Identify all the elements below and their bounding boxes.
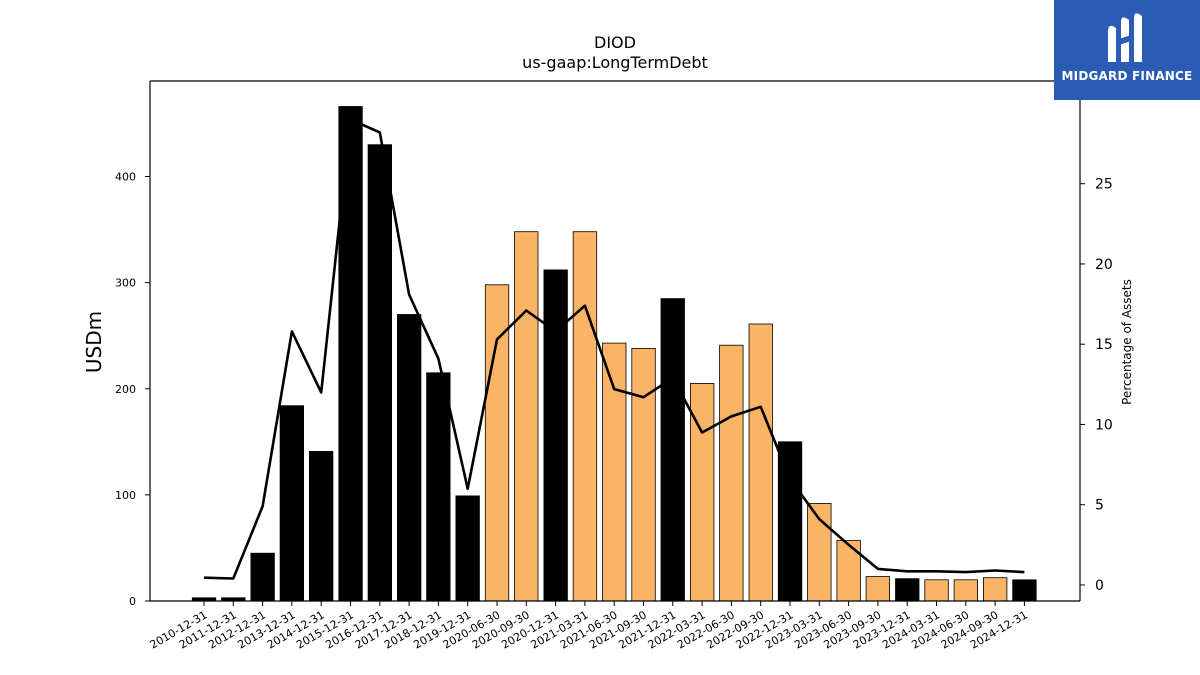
bar-2023-06-30 bbox=[836, 540, 861, 602]
bar-2017-12-31 bbox=[396, 314, 422, 602]
bar-2022-09-30 bbox=[748, 323, 773, 602]
y-right-tick-label: 25 bbox=[1095, 177, 1113, 193]
bar-2023-12-31 bbox=[895, 578, 920, 602]
bar-2012-12-31 bbox=[250, 552, 275, 602]
bar-2024-03-31 bbox=[924, 579, 949, 602]
bar-2022-12-31 bbox=[777, 441, 803, 602]
bar-2021-03-31 bbox=[572, 231, 598, 602]
y-tick-label: 0 bbox=[129, 595, 136, 608]
brand-logo: MIDGARD FINANCE bbox=[1054, 0, 1200, 100]
bar-2024-06-30 bbox=[953, 579, 978, 602]
y-right-tick-group: 0 5 10 15 20 25 bbox=[1080, 177, 1113, 594]
bar-2015-12-31 bbox=[338, 106, 363, 602]
y-right-tick-label: 10 bbox=[1095, 417, 1113, 433]
bar-2018-12-31 bbox=[426, 372, 451, 602]
logo-text: MIDGARD FINANCE bbox=[1061, 69, 1193, 83]
bar-2021-06-30 bbox=[602, 342, 627, 602]
x-tick-group: 2010-12-312011-12-312012-12-312013-12-31… bbox=[148, 601, 1030, 652]
chart-subtitle: us-gaap:LongTermDebt bbox=[522, 53, 708, 72]
axes-group bbox=[149, 80, 1081, 602]
logo-mark-icon bbox=[1108, 13, 1142, 62]
bar-2020-09-30 bbox=[514, 231, 539, 602]
y-right-tick-label: 15 bbox=[1095, 337, 1113, 353]
y-tick-label: 100 bbox=[115, 489, 136, 502]
y-axis-label: USDm bbox=[82, 311, 106, 373]
bar-2019-12-31 bbox=[455, 495, 480, 602]
y-axis-right-label: Percentage of Assets bbox=[1120, 279, 1134, 405]
bar-2021-12-31 bbox=[660, 298, 685, 602]
line-group bbox=[203, 118, 1025, 580]
bar-2014-12-31 bbox=[308, 450, 334, 602]
bar-2013-12-31 bbox=[279, 405, 305, 602]
bar-2022-06-30 bbox=[719, 344, 744, 602]
y-right-tick-label: 5 bbox=[1095, 498, 1104, 514]
bars-group bbox=[191, 106, 1037, 602]
bar-2024-12-31 bbox=[1012, 579, 1037, 602]
y-tick-group: 0 100 200 300 400 bbox=[115, 171, 150, 608]
y-tick-label: 300 bbox=[115, 277, 136, 290]
bar-2016-12-31 bbox=[367, 144, 393, 602]
bar-2020-12-31 bbox=[543, 269, 568, 602]
percentage-line bbox=[203, 118, 1025, 580]
bar-2021-09-30 bbox=[631, 347, 656, 602]
y-right-tick-label: 0 bbox=[1095, 578, 1104, 594]
y-tick-label: 200 bbox=[115, 383, 136, 396]
chart-title: DIOD bbox=[594, 33, 636, 52]
bar-2023-09-30 bbox=[865, 576, 890, 602]
y-right-tick-label: 20 bbox=[1095, 257, 1113, 273]
bar-2024-09-30 bbox=[983, 577, 1008, 602]
y-tick-label: 400 bbox=[115, 171, 136, 184]
